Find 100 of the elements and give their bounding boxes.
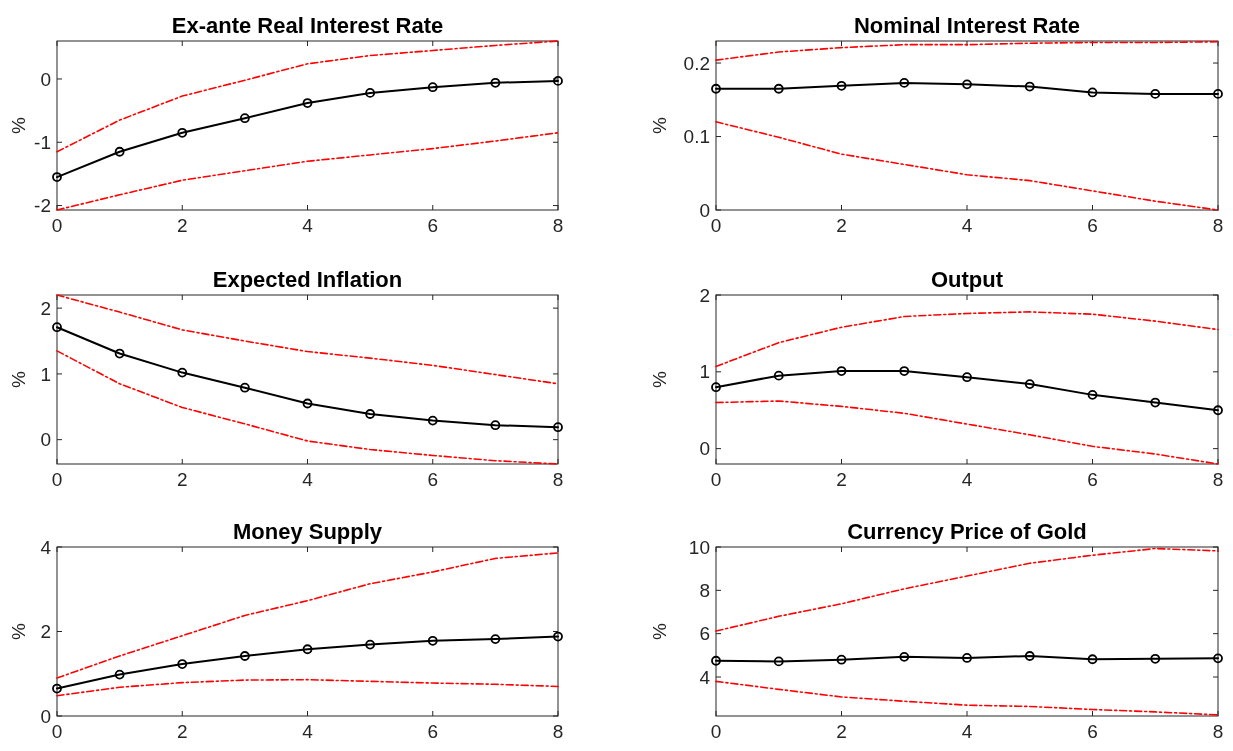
y-axis-title: % bbox=[8, 622, 29, 640]
chart-title: Currency Price of Gold bbox=[847, 519, 1087, 544]
line-series bbox=[715, 680, 1219, 716]
line-series bbox=[715, 40, 1219, 61]
line-series bbox=[56, 131, 559, 211]
y-tick-label: 0.2 bbox=[683, 52, 710, 74]
y-tick-label: 1 bbox=[699, 361, 710, 383]
chart-title: Nominal Interest Rate bbox=[853, 13, 1081, 38]
point bbox=[177, 127, 188, 138]
x-tick-label: 4 bbox=[961, 469, 973, 490]
point bbox=[899, 77, 910, 88]
x-tick-label: 2 bbox=[836, 215, 847, 236]
point bbox=[1150, 397, 1161, 408]
line-series bbox=[715, 311, 1219, 368]
point bbox=[239, 382, 250, 393]
y-tick-label: 4 bbox=[699, 666, 711, 688]
line-series bbox=[56, 552, 559, 679]
x-tick-label: 4 bbox=[961, 721, 973, 742]
point bbox=[427, 635, 438, 646]
point bbox=[962, 372, 972, 383]
point bbox=[365, 88, 376, 98]
point bbox=[52, 683, 62, 694]
line-series bbox=[56, 40, 559, 153]
point bbox=[1150, 89, 1161, 99]
point bbox=[962, 79, 972, 90]
point bbox=[302, 398, 313, 409]
x-tick-label: 8 bbox=[552, 721, 564, 742]
point bbox=[239, 113, 250, 124]
point bbox=[553, 75, 563, 86]
point bbox=[1024, 81, 1035, 92]
line-series bbox=[56, 350, 559, 465]
y-axis-title: % bbox=[649, 370, 670, 388]
y-tick-label: 0 bbox=[699, 199, 710, 221]
point bbox=[427, 82, 438, 93]
y-tick-label: 6 bbox=[699, 623, 710, 645]
y-tick-label: 0 bbox=[40, 429, 51, 451]
x-tick-label: 2 bbox=[836, 721, 847, 742]
y-tick-label: 1 bbox=[40, 363, 51, 385]
y-tick-label: 2 bbox=[699, 284, 710, 306]
y-tick-label: 10 bbox=[688, 536, 710, 558]
x-tick-label: 8 bbox=[1212, 469, 1224, 490]
chart-title: Money Supply bbox=[232, 519, 383, 544]
x-tick-label: 4 bbox=[302, 215, 314, 236]
x-tick-label: 6 bbox=[427, 469, 439, 490]
point bbox=[711, 382, 721, 393]
point bbox=[114, 348, 125, 359]
y-tick-label: 8 bbox=[699, 579, 710, 601]
x-tick-label: 2 bbox=[836, 469, 847, 490]
point bbox=[836, 80, 847, 91]
point bbox=[1087, 87, 1098, 98]
line-series bbox=[715, 400, 1219, 465]
x-tick-label: 4 bbox=[961, 215, 973, 236]
point bbox=[490, 420, 501, 431]
x-tick-label: 8 bbox=[552, 469, 564, 490]
x-tick-label: 2 bbox=[176, 215, 188, 236]
point bbox=[711, 83, 721, 94]
line-series bbox=[715, 547, 1219, 632]
x-tick-label: 6 bbox=[1087, 469, 1098, 490]
point bbox=[553, 631, 563, 642]
y-tick-label: -1 bbox=[34, 131, 51, 153]
y-tick-label: 0 bbox=[40, 68, 51, 90]
point bbox=[1213, 405, 1223, 416]
x-tick-label: 6 bbox=[1087, 215, 1098, 236]
y-tick-label: 4 bbox=[40, 536, 52, 558]
x-tick-label: 2 bbox=[176, 469, 188, 490]
point bbox=[302, 98, 313, 108]
y-axis-title: % bbox=[649, 622, 670, 640]
point bbox=[899, 366, 910, 376]
point bbox=[490, 77, 501, 88]
chart-title: Expected Inflation bbox=[212, 267, 403, 292]
x-tick-label: 4 bbox=[302, 721, 314, 742]
line-series bbox=[56, 294, 559, 385]
x-tick-label: 8 bbox=[1212, 721, 1224, 742]
y-axis-title: % bbox=[8, 116, 29, 134]
point bbox=[836, 366, 847, 376]
point bbox=[427, 415, 438, 426]
point bbox=[1213, 89, 1223, 99]
point bbox=[1087, 389, 1098, 400]
point bbox=[302, 644, 313, 655]
point bbox=[177, 659, 188, 669]
line-series bbox=[715, 121, 1219, 211]
point bbox=[114, 669, 125, 680]
point bbox=[553, 422, 563, 433]
point bbox=[52, 322, 62, 333]
chart-title: Output bbox=[930, 267, 1004, 292]
x-tick-label: 6 bbox=[1087, 721, 1098, 742]
point bbox=[773, 370, 784, 381]
point bbox=[1024, 379, 1035, 390]
point bbox=[773, 83, 784, 94]
y-tick-label: 2 bbox=[40, 621, 51, 643]
y-tick-label: 2 bbox=[40, 297, 51, 319]
point bbox=[114, 146, 125, 157]
y-tick-label: -2 bbox=[34, 195, 51, 217]
point bbox=[52, 172, 62, 182]
y-axis-title: % bbox=[649, 116, 670, 134]
x-tick-label: 6 bbox=[427, 721, 439, 742]
x-tick-label: 6 bbox=[427, 215, 439, 236]
y-tick-label: 0 bbox=[40, 705, 51, 727]
x-tick-label: 8 bbox=[1212, 215, 1224, 236]
point bbox=[365, 409, 376, 419]
